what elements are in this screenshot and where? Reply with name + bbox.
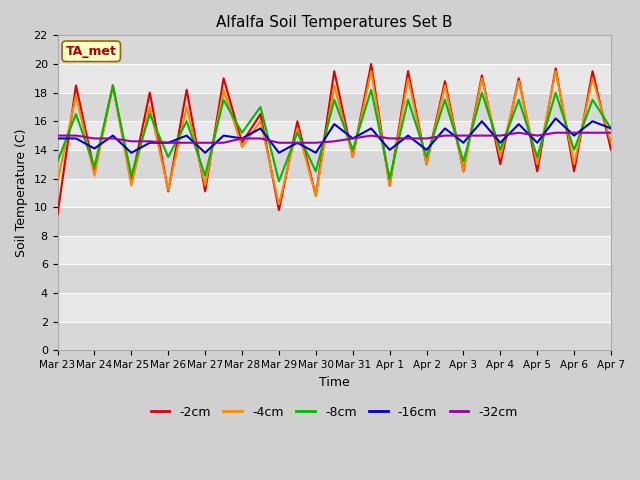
Bar (58, 322, 611, 350)
Bar (58, 121, 611, 150)
Bar (58, 236, 611, 264)
Text: TA_met: TA_met (66, 45, 116, 58)
Bar (58, 150, 611, 179)
Bar (58, 93, 611, 121)
Bar (58, 64, 611, 93)
Bar (58, 207, 611, 236)
X-axis label: Time: Time (319, 376, 349, 389)
Bar (58, 179, 611, 207)
Title: Alfalfa Soil Temperatures Set B: Alfalfa Soil Temperatures Set B (216, 15, 452, 30)
Bar (58, 264, 611, 293)
Bar (58, 36, 611, 64)
Y-axis label: Soil Temperature (C): Soil Temperature (C) (15, 129, 28, 257)
Bar (58, 293, 611, 322)
Legend: -2cm, -4cm, -8cm, -16cm, -32cm: -2cm, -4cm, -8cm, -16cm, -32cm (146, 401, 523, 424)
